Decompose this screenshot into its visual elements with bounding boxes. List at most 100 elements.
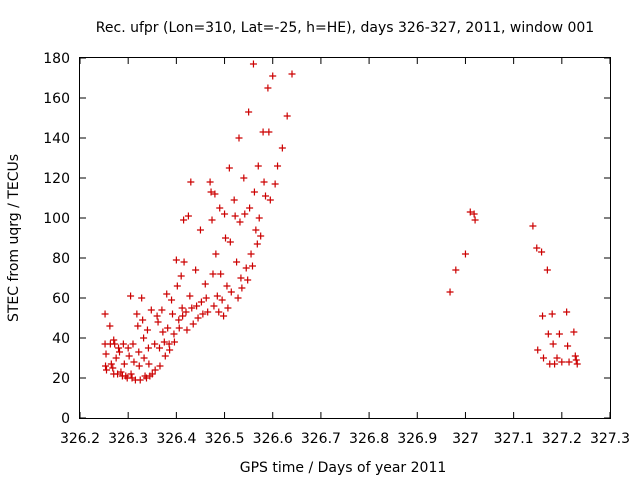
data-point: [234, 294, 242, 302]
data-point: [446, 288, 454, 296]
data-point: [534, 346, 542, 354]
data-point: [168, 296, 176, 304]
data-point: [236, 218, 244, 226]
chart-title: Rec. ufpr (Lon=310, Lat=-25, h=HE), days…: [96, 20, 594, 36]
data-point: [244, 276, 252, 284]
data-point: [196, 226, 204, 234]
data-point: [175, 324, 183, 332]
data-point: [452, 266, 460, 274]
y-axis-label: STEC from uqrg / TECUs: [6, 154, 22, 322]
x-axis-label: GPS time / Days of year 2011: [240, 460, 447, 476]
data-point: [159, 328, 167, 336]
data-point: [283, 112, 291, 120]
data-point: [222, 234, 230, 242]
data-point: [156, 344, 163, 352]
data-point: [558, 358, 566, 366]
data-point: [151, 366, 159, 374]
data-point: [158, 306, 166, 314]
data-point: [213, 292, 221, 300]
data-point: [194, 314, 202, 322]
data-point: [255, 214, 263, 222]
data-point: [549, 340, 557, 348]
data-point: [119, 340, 127, 348]
data-point: [102, 362, 110, 370]
data-point: [140, 354, 148, 362]
data-point: [164, 324, 172, 332]
data-point: [264, 84, 272, 92]
data-point: [231, 212, 239, 220]
y-tick-label: 20: [52, 371, 70, 387]
x-tick-label: 326.3: [108, 431, 148, 447]
y-tick-label: 140: [43, 131, 70, 147]
x-tick-label: 326.5: [204, 431, 244, 447]
data-point: [140, 334, 148, 342]
data-point: [274, 162, 282, 170]
x-tick-label: 327.1: [494, 431, 534, 447]
data-point: [218, 296, 226, 304]
data-point: [143, 326, 151, 334]
data-point: [250, 188, 258, 196]
data-point: [170, 338, 178, 346]
data-point: [237, 274, 245, 282]
data-point: [154, 318, 162, 326]
data-point: [188, 304, 196, 312]
data-point: [172, 256, 180, 264]
data-point: [180, 258, 188, 266]
data-point: [206, 178, 214, 186]
data-point: [227, 288, 235, 296]
plot-frame: [79, 57, 611, 419]
y-tick-label: 60: [52, 291, 70, 307]
data-point: [253, 240, 261, 248]
data-point: [220, 312, 228, 320]
data-point: [242, 264, 250, 272]
data-point: [124, 344, 132, 352]
data-point: [106, 322, 114, 330]
data-point: [551, 360, 559, 368]
data-point: [129, 340, 137, 348]
data-point: [115, 344, 123, 352]
data-point: [193, 302, 201, 310]
y-tick-label: 0: [61, 411, 70, 427]
data-point: [207, 188, 215, 196]
data-point: [165, 340, 173, 348]
axis-ticks: 326.2 326.3 326.4 326.5 326.6 326.7 326.8 326.9…: [43, 51, 630, 447]
data-point: [571, 352, 579, 360]
x-tick-label: 326.8: [349, 431, 389, 447]
data-point: [136, 376, 144, 384]
x-tick-label: 326.2: [60, 431, 100, 447]
data-point: [470, 210, 478, 218]
data-point: [110, 336, 118, 344]
y-tick-label: 120: [43, 171, 70, 187]
data-point: [187, 178, 195, 186]
data-point: [471, 216, 479, 224]
data-point: [153, 312, 161, 320]
data-point: [269, 72, 277, 80]
data-point: [177, 272, 185, 280]
data-point: [209, 270, 217, 278]
data-point: [179, 312, 187, 320]
y-tick-label: 160: [43, 91, 70, 107]
data-point: [173, 282, 181, 290]
data-point: [252, 226, 260, 234]
data-point: [211, 190, 219, 198]
data-point: [235, 134, 243, 142]
y-tick-label: 40: [52, 331, 70, 347]
data-point: [565, 358, 573, 366]
data-point: [225, 164, 233, 172]
data-point: [254, 162, 262, 170]
data-point: [160, 338, 168, 346]
data-point: [245, 108, 253, 116]
data-point: [538, 248, 546, 256]
data-point: [221, 210, 229, 218]
data-point: [540, 354, 548, 362]
data-point: [217, 270, 225, 278]
data-point: [147, 306, 155, 314]
data-point: [563, 308, 571, 316]
data-point: [109, 364, 117, 372]
data-point: [166, 346, 174, 354]
data-point: [553, 354, 561, 362]
data-point: [248, 262, 256, 270]
data-point: [555, 330, 563, 338]
x-tick-label: 326.4: [156, 431, 196, 447]
